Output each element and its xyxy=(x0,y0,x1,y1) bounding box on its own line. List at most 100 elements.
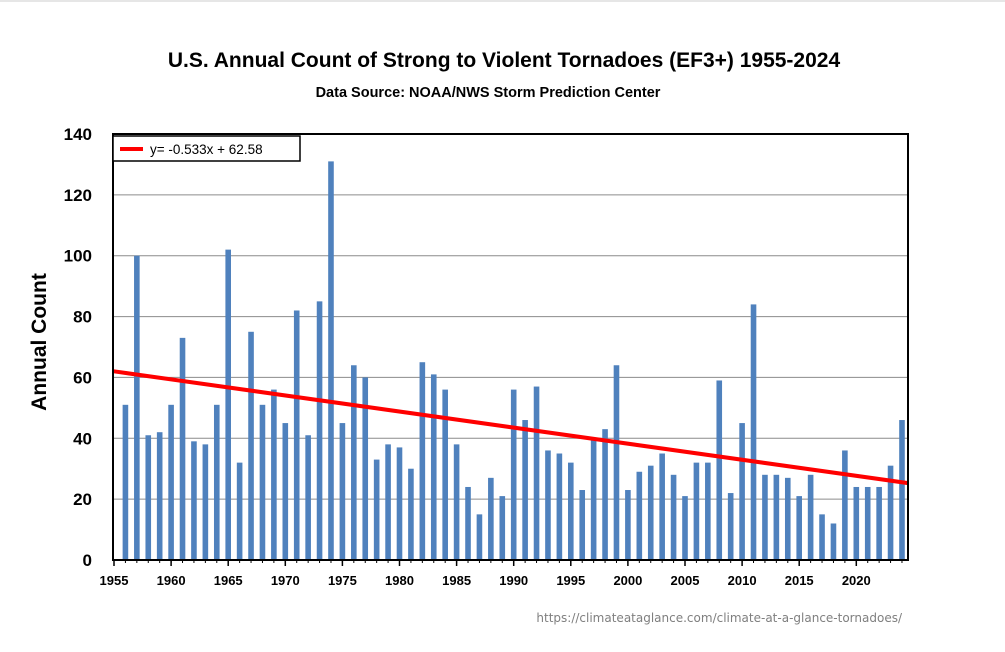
bar xyxy=(602,429,608,560)
bar xyxy=(328,161,334,560)
x-tick-label: 1985 xyxy=(442,573,471,588)
bar xyxy=(293,310,300,560)
bar xyxy=(373,459,380,560)
x-axis-ticks: 1955 1960 1965 1970 1975 1980 1985 1990 1995 2000… xyxy=(100,560,903,588)
bar xyxy=(716,380,723,560)
chart-subtitle: Data Source: NOAA/NWS Storm Prediction C… xyxy=(316,85,661,101)
y-tick-label: 0 xyxy=(83,551,92,570)
legend: y= -0.533x + 62.58 xyxy=(112,135,301,162)
x-tick-label: 1995 xyxy=(556,573,585,588)
bar xyxy=(819,514,825,560)
bar xyxy=(659,453,665,560)
x-tick-label: 2010 xyxy=(728,573,757,588)
x-tick-label: 2015 xyxy=(785,573,814,588)
bar xyxy=(225,249,231,560)
bar xyxy=(385,444,391,560)
bar xyxy=(510,389,517,560)
bar xyxy=(442,389,448,560)
bar xyxy=(213,404,220,560)
bar xyxy=(590,438,597,560)
bar xyxy=(259,404,266,560)
bar xyxy=(887,465,894,560)
x-tick-label: 1965 xyxy=(214,573,243,588)
x-tick-label: 2000 xyxy=(613,573,642,588)
bars-group xyxy=(122,161,905,560)
bar xyxy=(636,471,643,560)
y-axis-label: Annual Count xyxy=(28,273,51,411)
bar xyxy=(533,386,540,560)
bar xyxy=(488,477,494,560)
y-tick-label: 20 xyxy=(73,490,92,509)
y-tick-label: 140 xyxy=(64,125,92,144)
bar xyxy=(773,474,780,560)
bar xyxy=(762,474,768,560)
bar xyxy=(453,444,460,560)
y-tick-label: 60 xyxy=(73,368,92,387)
y-tick-label: 40 xyxy=(73,429,92,448)
bar xyxy=(236,462,243,560)
bar xyxy=(807,474,814,560)
bar xyxy=(271,389,277,560)
bar xyxy=(179,337,186,560)
plot-area-border xyxy=(112,133,909,561)
bar xyxy=(351,365,357,560)
bar xyxy=(145,435,152,560)
bar xyxy=(316,301,323,560)
bar xyxy=(419,362,426,560)
bar xyxy=(727,493,734,560)
legend-box xyxy=(112,135,301,162)
y-tick-label: 120 xyxy=(64,186,92,205)
bar xyxy=(705,462,711,560)
bar xyxy=(499,496,506,560)
bar xyxy=(248,331,254,560)
legend-trend-label: y= -0.533x + 62.58 xyxy=(150,142,263,157)
bar xyxy=(625,490,631,560)
bar xyxy=(476,514,483,560)
bar xyxy=(796,496,802,560)
bar xyxy=(339,423,346,560)
x-tick-label: 2020 xyxy=(842,573,871,588)
x-tick-label: 1990 xyxy=(499,573,528,588)
bar xyxy=(682,496,688,560)
trend-line xyxy=(112,369,909,486)
bar xyxy=(430,374,437,560)
bar xyxy=(784,477,791,560)
bar xyxy=(305,435,311,560)
bar xyxy=(522,420,528,560)
bar xyxy=(579,490,586,560)
x-tick-label: 1975 xyxy=(328,573,357,588)
bar xyxy=(670,474,677,560)
x-tick-label: 1980 xyxy=(385,573,414,588)
bar xyxy=(899,420,905,560)
bar xyxy=(156,432,163,560)
y-tick-label: 80 xyxy=(73,308,92,327)
bar xyxy=(362,377,369,560)
bar xyxy=(830,523,837,560)
bar xyxy=(122,404,129,560)
bar xyxy=(396,447,403,560)
bar xyxy=(750,304,757,560)
bar xyxy=(842,450,848,560)
bar xyxy=(693,462,700,560)
bar xyxy=(853,486,860,560)
bar xyxy=(864,486,871,560)
bar xyxy=(739,423,745,560)
x-tick-label: 1970 xyxy=(271,573,300,588)
x-tick-label: 2005 xyxy=(671,573,700,588)
gridlines xyxy=(113,194,908,500)
y-axis-ticks: 0 20 40 60 80 100 120 140 xyxy=(64,125,92,570)
bar xyxy=(613,365,620,560)
bar xyxy=(876,486,882,560)
bar xyxy=(202,444,209,560)
bar xyxy=(168,404,174,560)
bar xyxy=(568,462,574,560)
x-tick-label: 1955 xyxy=(100,573,129,588)
y-tick-label: 100 xyxy=(64,247,92,266)
bar xyxy=(465,486,471,560)
bar xyxy=(134,255,140,560)
bar xyxy=(282,423,289,560)
bar xyxy=(556,453,563,560)
top-divider xyxy=(0,0,1005,2)
